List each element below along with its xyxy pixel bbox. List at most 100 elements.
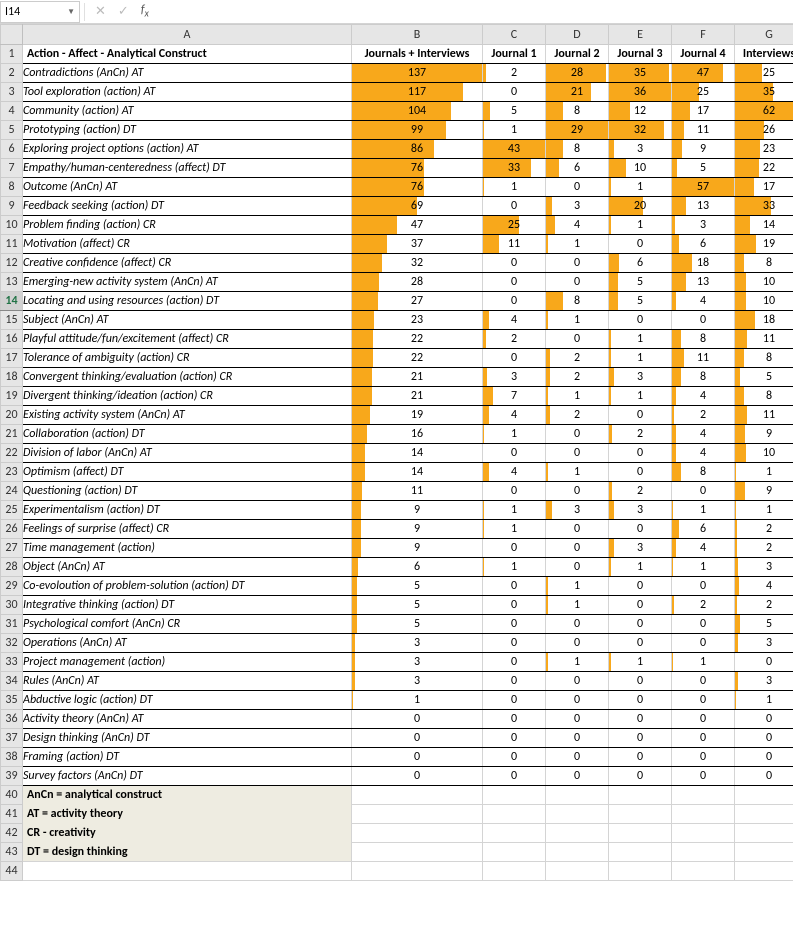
data-cell[interactable]: 4 <box>672 539 735 558</box>
empty-cell[interactable] <box>352 786 483 805</box>
data-cell[interactable]: 1 <box>546 311 609 330</box>
label-cell[interactable]: Optimism (affect) DT <box>23 463 352 482</box>
data-cell[interactable]: 2 <box>735 596 793 615</box>
data-cell[interactable]: 0 <box>546 539 609 558</box>
data-cell[interactable]: 4 <box>672 387 735 406</box>
data-cell[interactable]: 19 <box>352 406 483 425</box>
select-all-corner[interactable] <box>1 25 23 45</box>
label-cell[interactable]: Object (AnCn) AT <box>23 558 352 577</box>
row-head[interactable]: 6 <box>1 140 23 159</box>
label-cell[interactable]: Framing (action) DT <box>23 748 352 767</box>
spreadsheet-grid[interactable]: A B C D E F G 1 Action - Affect - Analyt… <box>0 24 793 881</box>
data-cell[interactable]: 10 <box>735 273 793 292</box>
label-cell[interactable]: Activity theory (AnCn) AT <box>23 710 352 729</box>
row-head[interactable]: 23 <box>1 463 23 482</box>
formula-input[interactable] <box>155 2 793 22</box>
label-cell[interactable]: Motivation (affect) CR <box>23 235 352 254</box>
data-cell[interactable]: 2 <box>483 64 546 83</box>
data-cell[interactable]: 86 <box>352 140 483 159</box>
label-cell[interactable]: Contradictions (AnCn) AT <box>23 64 352 83</box>
data-cell[interactable]: 5 <box>609 292 672 311</box>
data-cell[interactable]: 21 <box>352 368 483 387</box>
label-cell[interactable]: Problem finding (action) CR <box>23 216 352 235</box>
data-cell[interactable]: 22 <box>352 330 483 349</box>
row-head[interactable]: 32 <box>1 634 23 653</box>
name-box[interactable]: I14 ▼ <box>0 1 80 23</box>
row-head[interactable]: 8 <box>1 178 23 197</box>
data-cell[interactable]: 3 <box>352 672 483 691</box>
data-cell[interactable]: 1 <box>546 596 609 615</box>
row-head[interactable]: 27 <box>1 539 23 558</box>
data-cell[interactable]: 0 <box>352 710 483 729</box>
data-cell[interactable]: 0 <box>483 596 546 615</box>
label-cell[interactable]: Exploring project options (action) AT <box>23 140 352 159</box>
row-head[interactable]: 5 <box>1 121 23 140</box>
header-label[interactable]: Journal 4 <box>672 47 734 61</box>
data-cell[interactable]: 3 <box>352 634 483 653</box>
data-cell[interactable]: 2 <box>735 520 793 539</box>
data-cell[interactable]: 0 <box>672 691 735 710</box>
data-cell[interactable]: 0 <box>352 729 483 748</box>
row-head[interactable]: 34 <box>1 672 23 691</box>
row-head[interactable]: 40 <box>1 786 23 805</box>
row-head[interactable]: 31 <box>1 615 23 634</box>
data-cell[interactable]: 4 <box>483 311 546 330</box>
data-cell[interactable]: 0 <box>609 311 672 330</box>
row-head[interactable]: 35 <box>1 691 23 710</box>
row-head[interactable]: 22 <box>1 444 23 463</box>
data-cell[interactable]: 0 <box>546 615 609 634</box>
data-cell[interactable]: 0 <box>735 767 793 786</box>
data-cell[interactable]: 0 <box>483 577 546 596</box>
row-head[interactable]: 37 <box>1 729 23 748</box>
data-cell[interactable]: 0 <box>735 653 793 672</box>
label-cell[interactable]: Tool exploration (action) AT <box>23 83 352 102</box>
label-cell[interactable]: Creative confidence (affect) CR <box>23 254 352 273</box>
data-cell[interactable]: 0 <box>546 330 609 349</box>
data-cell[interactable]: 76 <box>352 159 483 178</box>
label-cell[interactable]: Feedback seeking (action) DT <box>23 197 352 216</box>
row-head[interactable]: 25 <box>1 501 23 520</box>
empty-cell[interactable] <box>352 843 483 862</box>
data-cell[interactable]: 0 <box>483 197 546 216</box>
data-cell[interactable]: 2 <box>483 330 546 349</box>
data-cell[interactable]: 13 <box>672 197 735 216</box>
empty-cell[interactable] <box>352 862 483 881</box>
data-cell[interactable]: 27 <box>352 292 483 311</box>
col-head-E[interactable]: E <box>609 25 672 45</box>
row-head[interactable]: 10 <box>1 216 23 235</box>
data-cell[interactable]: 1 <box>483 558 546 577</box>
data-cell[interactable]: 0 <box>546 748 609 767</box>
data-cell[interactable]: 1 <box>483 178 546 197</box>
label-cell[interactable]: Community (action) AT <box>23 102 352 121</box>
row-head[interactable]: 12 <box>1 254 23 273</box>
data-cell[interactable]: 35 <box>735 83 793 102</box>
data-cell[interactable]: 0 <box>483 482 546 501</box>
data-cell[interactable]: 29 <box>546 121 609 140</box>
empty-cell[interactable] <box>609 786 672 805</box>
data-cell[interactable]: 0 <box>546 767 609 786</box>
data-cell[interactable]: 4 <box>672 444 735 463</box>
legend-text[interactable]: DT = design thinking <box>23 843 352 862</box>
data-cell[interactable]: 6 <box>546 159 609 178</box>
data-cell[interactable]: 0 <box>672 672 735 691</box>
row-head[interactable]: 18 <box>1 368 23 387</box>
data-cell[interactable]: 5 <box>483 102 546 121</box>
row-head[interactable]: 3 <box>1 83 23 102</box>
data-cell[interactable]: 4 <box>672 292 735 311</box>
data-cell[interactable]: 1 <box>483 121 546 140</box>
empty-cell[interactable] <box>546 824 609 843</box>
label-cell[interactable]: Outcome (AnCn) AT <box>23 178 352 197</box>
empty-cell[interactable] <box>735 805 793 824</box>
data-cell[interactable]: 0 <box>546 482 609 501</box>
data-cell[interactable]: 0 <box>483 444 546 463</box>
data-cell[interactable]: 2 <box>546 368 609 387</box>
data-cell[interactable]: 47 <box>672 64 735 83</box>
data-cell[interactable]: 1 <box>735 501 793 520</box>
empty-cell[interactable] <box>23 862 352 881</box>
data-cell[interactable]: 137 <box>352 64 483 83</box>
data-cell[interactable]: 11 <box>672 121 735 140</box>
data-cell[interactable]: 1 <box>609 558 672 577</box>
data-cell[interactable]: 0 <box>483 710 546 729</box>
data-cell[interactable]: 5 <box>609 273 672 292</box>
empty-cell[interactable] <box>609 805 672 824</box>
